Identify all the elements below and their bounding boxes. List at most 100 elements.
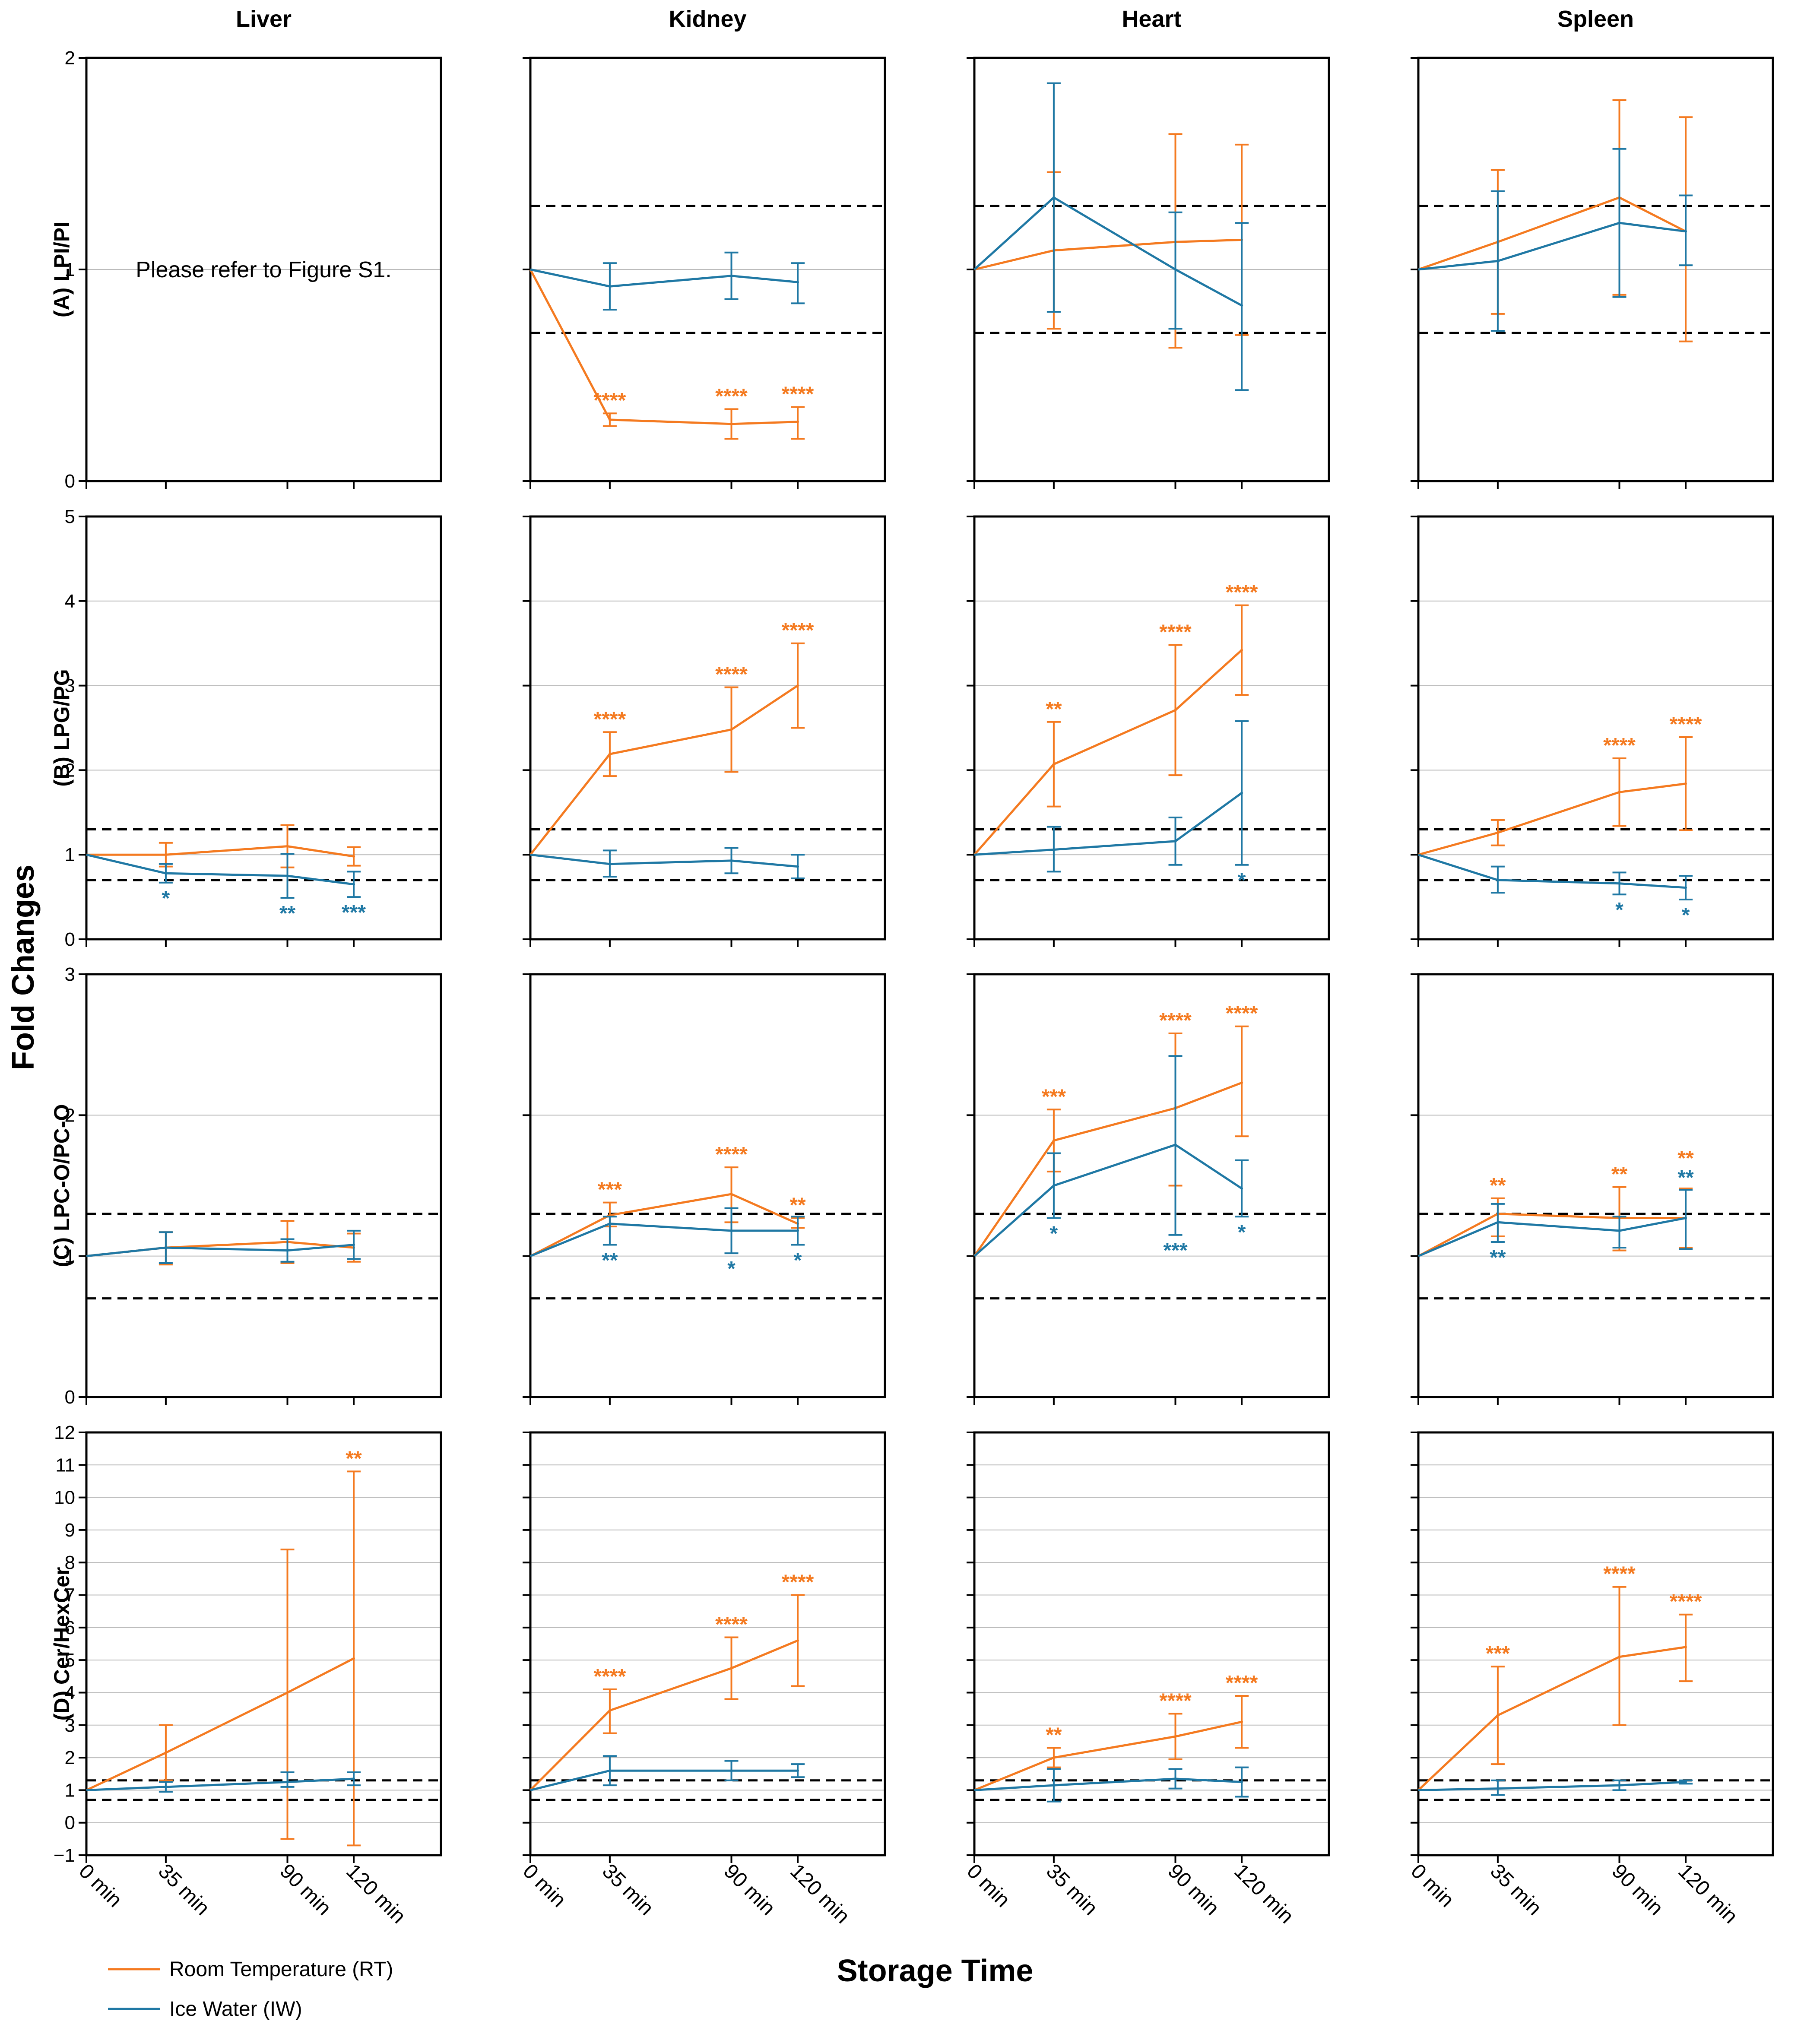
data-point-rt [286, 1691, 289, 1694]
data-point-iw [1240, 1187, 1243, 1190]
error-bar-iw [791, 1216, 805, 1246]
significance-stars-rt: **** [1226, 1002, 1258, 1025]
panel-spleen-2: ********** [1411, 973, 1774, 1405]
error-bar-iw [159, 1231, 173, 1264]
significance-stars-rt: **** [715, 1143, 748, 1166]
series-line-rt [1418, 782, 1686, 856]
data-point-iw [1052, 848, 1055, 851]
series-line-iw [1418, 853, 1686, 889]
panel-liver-0: 0 1 2 Please refer to Figure S1. [65, 48, 442, 492]
error-bar-iw [1612, 1779, 1627, 1791]
significance-stars-iw: * [1238, 1221, 1246, 1244]
significance-stars-rt: ** [1046, 698, 1062, 721]
x-tick-label: 35 min [1486, 1860, 1546, 1920]
series-line-iw [974, 792, 1243, 856]
significance-stars-rt: **** [1670, 713, 1702, 736]
error-bar-rt [1235, 1695, 1249, 1749]
data-point-iw [796, 281, 799, 284]
error-bar-iw [1168, 211, 1183, 330]
panel-kidney-0: **** **** **** [523, 57, 886, 489]
error-bar-rt [602, 412, 617, 427]
data-point-iw [1684, 886, 1687, 889]
significance-stars-rt: **** [1159, 621, 1192, 644]
error-bar-iw [724, 251, 739, 300]
data-point-iw [608, 285, 611, 288]
error-bar-rt [724, 408, 739, 440]
data-point-rt [1496, 831, 1499, 834]
error-bar-iw [1046, 1768, 1061, 1803]
significance-stars-rt: **** [1226, 581, 1258, 604]
error-bar-iw [1679, 1189, 1693, 1250]
x-tick-label: 120 min [1674, 1860, 1742, 1928]
series-line-rt [974, 1720, 1242, 1791]
panel-kidney-3: 0 min 35 min 90 min 120 min **** **** **** [518, 1431, 886, 1928]
data-point-iw [1496, 878, 1499, 881]
error-bar-iw [280, 1238, 295, 1263]
data-point-iw [164, 1246, 167, 1249]
data-point-rt [1618, 1655, 1621, 1658]
series-line-iw [530, 1223, 798, 1257]
x-tick-label: 90 min [1164, 1860, 1224, 1920]
error-bar-rt [724, 1636, 739, 1700]
y-tick-label: 10 [54, 1487, 75, 1508]
data-point-rt [164, 853, 167, 856]
panel-heart-0 [967, 57, 1330, 489]
error-bar-iw [1235, 222, 1249, 391]
series-line-rt [1417, 1646, 1686, 1791]
error-bar-iw [1168, 1768, 1183, 1790]
panel-kidney-2: ************* [523, 973, 886, 1405]
significance-stars-iw: * [1682, 904, 1690, 927]
significance-stars-iw: * [1050, 1223, 1058, 1245]
error-bar-iw [602, 1216, 617, 1246]
y-tick-label: 1 [65, 844, 75, 865]
data-point-rt [1496, 1714, 1499, 1717]
series-line-rt [973, 649, 1243, 855]
significance-stars-iw: * [1615, 899, 1623, 922]
error-bar-iw [1235, 1766, 1249, 1798]
significance-stars-iw: * [727, 1258, 736, 1280]
significance-stars-iw: ** [1677, 1166, 1694, 1189]
y-tick-label: 0 [65, 471, 75, 492]
row-label-2: (C) LPC-O/PC-O [50, 1104, 74, 1267]
significance-stars-iw: *** [1163, 1239, 1187, 1262]
panel-frame [85, 515, 442, 941]
panel-frame [1417, 515, 1774, 941]
error-bar-rt [1168, 1713, 1183, 1760]
series-line-rt [86, 1657, 355, 1791]
y-tick-label: 5 [65, 1650, 75, 1671]
y-tick-label: 4 [65, 1682, 75, 1703]
panel-frame [85, 973, 442, 1398]
error-bar-rt [1235, 1025, 1249, 1137]
significance-stars-rt: ** [1046, 1723, 1062, 1746]
data-point-iw [1174, 268, 1177, 271]
error-bar-iw [1168, 817, 1183, 866]
data-point-iw [1174, 840, 1177, 843]
y-tick-label: 9 [65, 1520, 75, 1541]
row-label-3: (D) Cer/HexCer [50, 1567, 74, 1721]
error-bar-iw [724, 1207, 739, 1255]
panel-frame [973, 973, 1330, 1398]
data-point-iw [1240, 792, 1243, 795]
error-bar-rt [602, 1688, 617, 1734]
panel-frame [1417, 973, 1774, 1398]
column-title-liver: Liver [236, 6, 292, 32]
significance-stars-iw: * [1238, 869, 1246, 892]
error-bar-rt [724, 686, 739, 773]
y-tick-label: 5 [65, 506, 75, 527]
y-tick-label: 1 [65, 1780, 75, 1801]
data-point-iw [1052, 1784, 1055, 1787]
data-point-rt [608, 1709, 611, 1712]
y-tick-label: 6 [65, 1617, 75, 1638]
data-point-rt [1174, 1735, 1177, 1738]
error-bar-iw [159, 1781, 173, 1793]
data-point-iw [286, 874, 289, 878]
significance-stars-rt: **** [594, 389, 626, 412]
error-bar-iw [280, 853, 295, 899]
data-point-iw [1684, 1216, 1687, 1220]
data-point-iw [796, 865, 799, 868]
y-tick-label: 3 [65, 1715, 75, 1736]
y-tick-label: 3 [65, 964, 75, 985]
data-point-rt [352, 1657, 355, 1660]
series-line-rt [974, 238, 1242, 271]
